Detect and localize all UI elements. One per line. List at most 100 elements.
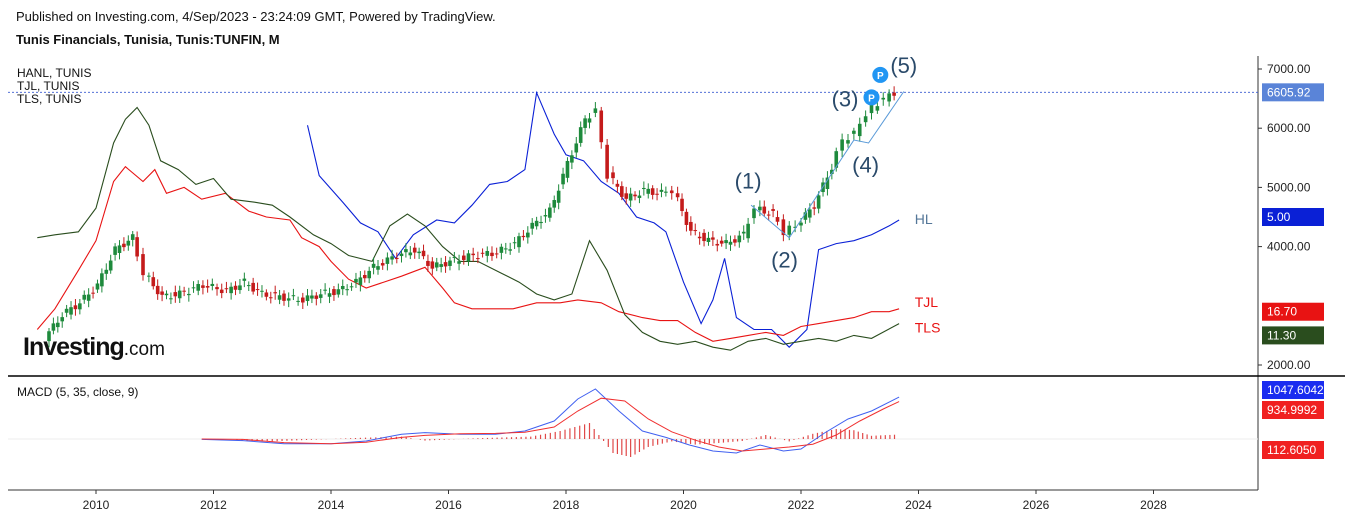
candle-body <box>210 283 215 286</box>
candle-body <box>385 257 390 264</box>
candle-body <box>771 209 775 211</box>
candle-body <box>808 209 812 218</box>
candle-body <box>395 257 399 259</box>
x-tick-label: 2028 <box>1140 498 1167 512</box>
candle-body <box>187 293 191 296</box>
candle-body <box>680 198 684 212</box>
overlay-tjl[interactable]: TJL, TUNIS <box>17 79 80 93</box>
macd-label: MACD (5, 35, close, 9) <box>17 385 139 399</box>
overlay-hanl[interactable]: HANL, TUNIS <box>17 66 92 80</box>
candle-body <box>191 287 196 289</box>
candle-body <box>340 286 345 290</box>
candle-body <box>229 286 233 294</box>
candle-body <box>349 286 354 288</box>
candle-body <box>746 223 750 239</box>
candle-body <box>659 189 664 192</box>
candle-body <box>556 190 561 203</box>
candle-body <box>117 245 122 253</box>
candle-body <box>345 289 349 291</box>
y-tick-label: 5000.00 <box>1267 180 1311 194</box>
candle-body <box>697 236 702 239</box>
candle-body <box>863 116 868 123</box>
candle-body <box>637 195 642 198</box>
candle-body <box>362 275 367 279</box>
candle-body <box>443 262 448 267</box>
candle-body <box>268 297 273 299</box>
candle-body <box>534 220 539 227</box>
candle-body <box>367 270 371 279</box>
candle-body <box>69 307 73 315</box>
tjl-badge-text: 16.70 <box>1267 305 1297 319</box>
candle-body <box>526 232 530 238</box>
candle-body <box>762 206 767 214</box>
candle-body <box>587 118 592 123</box>
candle-body <box>448 260 452 266</box>
candle-body <box>702 232 706 242</box>
candle-body <box>100 273 104 287</box>
candle-body <box>593 108 598 113</box>
hl-badge-text: 5.00 <box>1267 210 1291 224</box>
candle-body <box>219 289 224 294</box>
candle-body <box>354 278 358 283</box>
candle-body <box>620 186 624 197</box>
wave-path <box>750 91 905 239</box>
candle-body <box>336 289 341 295</box>
candle-body <box>793 226 797 228</box>
candle-body <box>846 140 850 144</box>
candle-body <box>570 155 574 163</box>
candle-body <box>421 250 426 257</box>
candle-body <box>840 139 844 151</box>
candle-body <box>615 183 620 187</box>
candle-body <box>628 193 633 201</box>
candle-body <box>408 252 413 256</box>
histogram-badge-text: 112.6050 <box>1267 443 1316 457</box>
candle-body <box>318 294 323 298</box>
candle-body <box>51 323 56 331</box>
candle-body <box>869 104 874 114</box>
x-tick-label: 2016 <box>435 498 462 512</box>
candle-body <box>530 222 535 229</box>
candle-body <box>108 260 113 271</box>
candle-body <box>512 242 517 244</box>
candle-body <box>73 305 78 310</box>
candle-body <box>113 246 117 255</box>
candle-body <box>380 263 385 266</box>
y-tick-label: 7000.00 <box>1267 62 1311 76</box>
candle-body <box>169 298 173 300</box>
candle-body <box>642 187 646 190</box>
x-tick-label: 2018 <box>553 498 580 512</box>
wave-label: (3) <box>832 86 859 111</box>
candle-body <box>624 193 629 199</box>
candle-body <box>881 97 886 100</box>
candle-body <box>719 240 724 244</box>
tls-badge-text: 11.30 <box>1267 328 1296 342</box>
candle-body <box>799 222 803 226</box>
candle-body <box>430 261 435 269</box>
overlay-tls[interactable]: TLS, TUNIS <box>17 92 82 106</box>
candle-body <box>273 292 277 294</box>
candle-body <box>599 110 604 143</box>
last-price-badge-text: 6605.92 <box>1267 85 1311 99</box>
candle-body <box>135 237 139 257</box>
candle-body <box>439 264 443 267</box>
candle-body <box>812 207 817 209</box>
candle-body <box>728 241 733 245</box>
candle-body <box>490 252 494 257</box>
candle-body <box>301 297 305 303</box>
candle-body <box>548 207 552 218</box>
candle-body <box>887 93 891 102</box>
candle-body <box>426 260 430 266</box>
candle-body <box>675 193 680 198</box>
candle-body <box>60 317 65 322</box>
candle-body <box>758 206 762 211</box>
candle-body <box>64 308 69 313</box>
candle-body <box>358 277 363 285</box>
candle-body <box>816 195 821 209</box>
candle-body <box>251 282 255 292</box>
candle-body <box>151 277 156 287</box>
candle-body <box>404 249 408 253</box>
candle-body <box>664 191 668 193</box>
candle-body <box>499 246 504 253</box>
candle-body <box>485 251 490 256</box>
